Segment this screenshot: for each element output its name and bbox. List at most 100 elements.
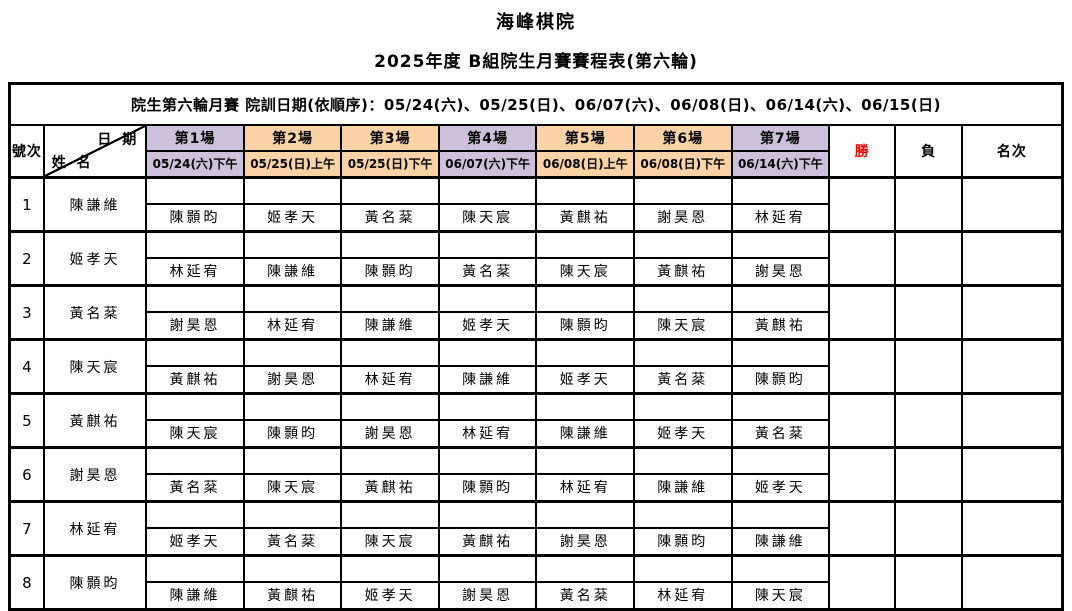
result-cell (145, 176, 245, 205)
round-2-header: 第2場 (242, 123, 343, 152)
player-row-top: 5 黃麒祐 (8, 392, 1064, 449)
rank-cell (960, 230, 1064, 287)
result-cell (340, 392, 440, 421)
opponent-cell: 陳謙維 (340, 311, 440, 341)
schedule-table: 院生第六輪月賽 院訓日期(依順序)：05/24(六)、05/25(日)、06/0… (8, 82, 1064, 611)
player-name: 陳天宸 (42, 338, 148, 395)
result-cell (242, 554, 343, 583)
result-cell (242, 230, 343, 259)
player-row-bottom: 林延宥 陳謙維 陳顥昀 黃名棻 陳天宸 黃麒祐 謝昊恩 (10, 257, 1063, 287)
result-cell (437, 176, 538, 205)
result-cell (145, 338, 245, 367)
rank-cell (960, 392, 1064, 449)
player-number: 8 (8, 554, 45, 611)
opponent-cell: 黃麒祐 (535, 203, 635, 233)
player-name: 黃麒祐 (42, 392, 148, 449)
player-row-top: 8 陳顥昀 (8, 554, 1064, 611)
opponent-cell: 姬孝天 (242, 203, 343, 233)
round-7-header: 第7場 (730, 123, 831, 152)
opponent-cell: 姬孝天 (437, 311, 538, 341)
opponent-cell: 林延宥 (730, 203, 831, 233)
round-4-date: 06/07(六)下午 (437, 149, 538, 179)
result-cell (730, 500, 831, 529)
opponent-cell: 姬孝天 (340, 581, 440, 611)
player-number: 6 (8, 446, 45, 503)
diagonal-header: 日 期 姓 名 (42, 123, 148, 179)
result-cell (242, 392, 343, 421)
opponent-cell: 黃名棻 (535, 581, 635, 611)
player-number: 7 (8, 500, 45, 557)
opponent-cell: 陳謙維 (535, 419, 635, 449)
result-cell (340, 500, 440, 529)
opponent-cell: 陳顥昀 (437, 473, 538, 503)
result-cell (535, 284, 635, 313)
date-header-row: 05/24(六)下午 05/25(日)上午 05/25(日)下午 06/07(六… (10, 149, 1063, 179)
result-cell (535, 446, 635, 475)
opponent-cell: 陳謙維 (730, 527, 831, 557)
opponent-cell: 黃麒祐 (730, 311, 831, 341)
round-5-header: 第5場 (535, 123, 635, 152)
loss-cell (894, 338, 963, 395)
players-body: 1 陳謙維 陳顥昀 姬孝天 黃名棻 陳天宸 黃麒祐 謝昊恩 林延宥 2 姬孝天 (8, 176, 1064, 611)
page: { "title": "海峰棋院", "subtitle": "2025年度 B… (0, 8, 1072, 611)
player-name: 陳謙維 (42, 176, 148, 233)
round-3-header: 第3場 (340, 123, 440, 152)
rank-cell (960, 176, 1064, 233)
result-cell (633, 500, 733, 529)
opponent-cell: 黃麒祐 (633, 257, 733, 287)
result-cell (730, 446, 831, 475)
player-name: 林延宥 (42, 500, 148, 557)
diagonal-date-label: 日 期 (97, 131, 140, 148)
player-name: 陳顥昀 (42, 554, 148, 611)
win-column-header: 勝 (828, 123, 897, 179)
rank-column-header: 名次 (960, 123, 1064, 179)
opponent-cell: 黃名棻 (730, 419, 831, 449)
win-cell (828, 446, 897, 503)
round-header-row: 號次 日 期 姓 名 第1場 第2場 第3場 第4場 第5場 第6場 第7場 勝… (8, 123, 1064, 179)
win-cell (828, 554, 897, 611)
opponent-cell: 陳天宸 (242, 473, 343, 503)
opponent-cell: 陳謙維 (437, 365, 538, 395)
result-cell (145, 500, 245, 529)
result-cell (145, 284, 245, 313)
rank-cell (960, 284, 1064, 341)
opponent-cell: 姬孝天 (633, 419, 733, 449)
opponent-cell: 謝昊恩 (437, 581, 538, 611)
opponent-cell: 黃麒祐 (242, 581, 343, 611)
player-row-top: 4 陳天宸 (8, 338, 1064, 395)
opponent-cell: 陳天宸 (340, 527, 440, 557)
result-cell (437, 338, 538, 367)
result-cell (535, 176, 635, 205)
result-cell (730, 230, 831, 259)
result-cell (242, 500, 343, 529)
loss-cell (894, 554, 963, 611)
player-number: 2 (8, 230, 45, 287)
result-cell (242, 176, 343, 205)
result-cell (437, 230, 538, 259)
player-number: 5 (8, 392, 45, 449)
round-6-date: 06/08(日)下午 (633, 149, 733, 179)
result-cell (340, 554, 440, 583)
opponent-cell: 姬孝天 (730, 473, 831, 503)
result-cell (340, 176, 440, 205)
opponent-cell: 黃名棻 (633, 365, 733, 395)
opponent-cell: 謝昊恩 (535, 527, 635, 557)
opponent-cell: 謝昊恩 (730, 257, 831, 287)
result-cell (340, 338, 440, 367)
player-number: 4 (8, 338, 45, 395)
result-cell (535, 554, 635, 583)
opponent-cell: 林延宥 (340, 365, 440, 395)
opponent-cell: 陳天宸 (535, 257, 635, 287)
opponent-cell: 黃名棻 (340, 203, 440, 233)
player-number: 3 (8, 284, 45, 341)
result-cell (633, 284, 733, 313)
opponent-cell: 謝昊恩 (145, 311, 245, 341)
opponent-cell: 陳顥昀 (633, 527, 733, 557)
diagonal-name-label: 姓 名 (51, 155, 94, 171)
player-row-bottom: 謝昊恩 林延宥 陳謙維 姬孝天 陳顥昀 陳天宸 黃麒祐 (10, 311, 1063, 341)
info-banner: 院生第六輪月賽 院訓日期(依順序)：05/24(六)、05/25(日)、06/0… (8, 82, 1064, 126)
result-cell (633, 176, 733, 205)
opponent-cell: 黃麒祐 (145, 365, 245, 395)
player-name: 姬孝天 (42, 230, 148, 287)
result-cell (633, 392, 733, 421)
